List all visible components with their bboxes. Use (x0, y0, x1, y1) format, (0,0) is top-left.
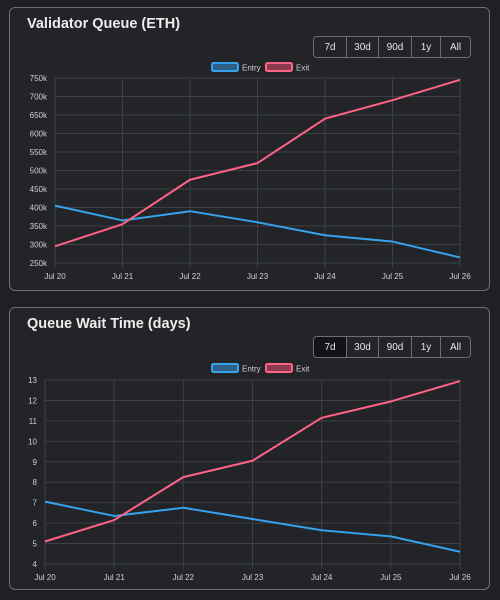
y-tick-label: 300k (30, 241, 48, 250)
queue-wait-time-card: Queue Wait Time (days) 7d 30d 90d 1y All… (9, 307, 490, 590)
y-tick-label: 6 (33, 519, 38, 528)
series-line-entry[interactable] (44, 500, 461, 553)
y-tick-label: 400k (30, 204, 48, 213)
y-tick-label: 11 (29, 417, 38, 426)
time-range-selector: 7d 30d 90d 1y All (313, 336, 471, 358)
x-tick-label: Jul 20 (44, 272, 66, 281)
y-tick-label: 9 (33, 458, 38, 467)
x-tick-label: Jul 22 (179, 272, 201, 281)
y-tick-label: 700k (30, 93, 48, 102)
x-tick-label: Jul 22 (173, 573, 195, 582)
y-tick-label: 12 (28, 396, 37, 405)
y-tick-label: 250k (30, 259, 48, 268)
y-tick-label: 13 (28, 376, 37, 385)
y-tick-label: 10 (28, 437, 37, 446)
card-title: Validator Queue (ETH) (27, 16, 181, 32)
card-title: Queue Wait Time (days) (27, 316, 191, 332)
x-tick-label: Jul 26 (449, 272, 471, 281)
x-tick-label: Jul 26 (449, 573, 471, 582)
x-tick-label: Jul 24 (314, 272, 336, 281)
x-tick-label: Jul 23 (242, 573, 264, 582)
series-line-entry[interactable] (54, 204, 461, 259)
y-tick-label: 650k (30, 111, 48, 120)
y-tick-label: 7 (33, 499, 38, 508)
x-tick-label: Jul 25 (382, 272, 404, 281)
range-7d-button[interactable]: 7d (314, 337, 346, 357)
queue-wait-time-chart[interactable]: 4 5 6 7 8 9 10 11 12 13 Jul 20 Jul 21 Jul 22 Jul 23 Ju… (10, 308, 489, 589)
validator-queue-chart[interactable]: 250k 300k 350k 400k 450k 500k 550k 600k 650k 700k… (10, 8, 489, 290)
range-90d-button[interactable]: 90d (378, 337, 411, 357)
y-tick-label: 4 (33, 560, 38, 569)
series-line-exit[interactable] (54, 78, 461, 248)
legend-swatch-entry[interactable] (211, 363, 239, 373)
x-tick-label: Jul 21 (103, 573, 125, 582)
legend-swatch-entry[interactable] (211, 62, 239, 72)
legend-swatch-exit[interactable] (265, 62, 293, 72)
y-tick-label: 350k (30, 222, 48, 231)
legend-label: Entry (242, 64, 261, 73)
x-tick-label: Jul 23 (247, 272, 269, 281)
x-tick-label: Jul 20 (34, 573, 56, 582)
legend-label: Exit (296, 64, 310, 73)
y-tick-label: 750k (30, 74, 48, 83)
y-tick-label: 500k (30, 167, 48, 176)
time-range-selector: 7d 30d 90d 1y All (313, 36, 471, 58)
legend-label: Exit (296, 365, 310, 374)
validator-queue-card: Validator Queue (ETH) 7d 30d 90d 1y All … (9, 7, 490, 291)
range-1y-button[interactable]: 1y (411, 37, 440, 57)
range-30d-button[interactable]: 30d (346, 37, 378, 57)
range-90d-button[interactable]: 90d (378, 37, 411, 57)
range-1y-button[interactable]: 1y (411, 337, 440, 357)
y-tick-label: 450k (30, 185, 48, 194)
range-30d-button[interactable]: 30d (346, 337, 378, 357)
series-line-exit[interactable] (44, 380, 461, 543)
y-tick-label: 5 (33, 540, 38, 549)
range-7d-button[interactable]: 7d (314, 37, 346, 57)
y-tick-label: 550k (30, 148, 48, 157)
range-all-button[interactable]: All (440, 337, 470, 357)
y-tick-label: 600k (30, 130, 48, 139)
legend-swatch-exit[interactable] (265, 363, 293, 373)
x-tick-label: Jul 21 (112, 272, 134, 281)
range-all-button[interactable]: All (440, 37, 470, 57)
x-tick-label: Jul 25 (380, 573, 402, 582)
legend-label: Entry (242, 365, 261, 374)
x-tick-label: Jul 24 (311, 573, 333, 582)
y-tick-label: 8 (33, 478, 38, 487)
